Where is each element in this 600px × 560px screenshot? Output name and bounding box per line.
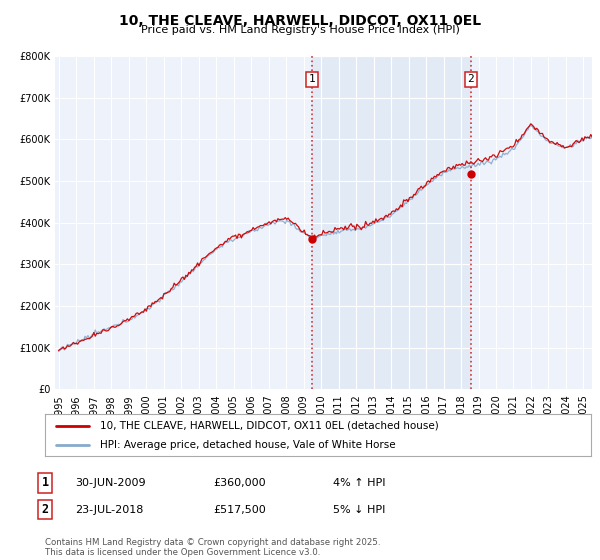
Text: £360,000: £360,000: [213, 478, 266, 488]
Text: 1: 1: [309, 74, 316, 85]
Text: £517,500: £517,500: [213, 505, 266, 515]
Text: 5% ↓ HPI: 5% ↓ HPI: [333, 505, 385, 515]
Text: Contains HM Land Registry data © Crown copyright and database right 2025.
This d: Contains HM Land Registry data © Crown c…: [45, 538, 380, 557]
Text: 2: 2: [41, 503, 49, 516]
Text: 1: 1: [41, 476, 49, 489]
Text: Price paid vs. HM Land Registry's House Price Index (HPI): Price paid vs. HM Land Registry's House …: [140, 25, 460, 35]
Text: 10, THE CLEAVE, HARWELL, DIDCOT, OX11 0EL: 10, THE CLEAVE, HARWELL, DIDCOT, OX11 0E…: [119, 14, 481, 28]
Bar: [313, 56, 471, 389]
Text: HPI: Average price, detached house, Vale of White Horse: HPI: Average price, detached house, Vale…: [100, 440, 395, 450]
Text: 2: 2: [467, 74, 474, 85]
Text: 10, THE CLEAVE, HARWELL, DIDCOT, OX11 0EL (detached house): 10, THE CLEAVE, HARWELL, DIDCOT, OX11 0E…: [100, 421, 439, 431]
Text: 4% ↑ HPI: 4% ↑ HPI: [333, 478, 386, 488]
Text: 30-JUN-2009: 30-JUN-2009: [75, 478, 146, 488]
Text: 23-JUL-2018: 23-JUL-2018: [75, 505, 143, 515]
